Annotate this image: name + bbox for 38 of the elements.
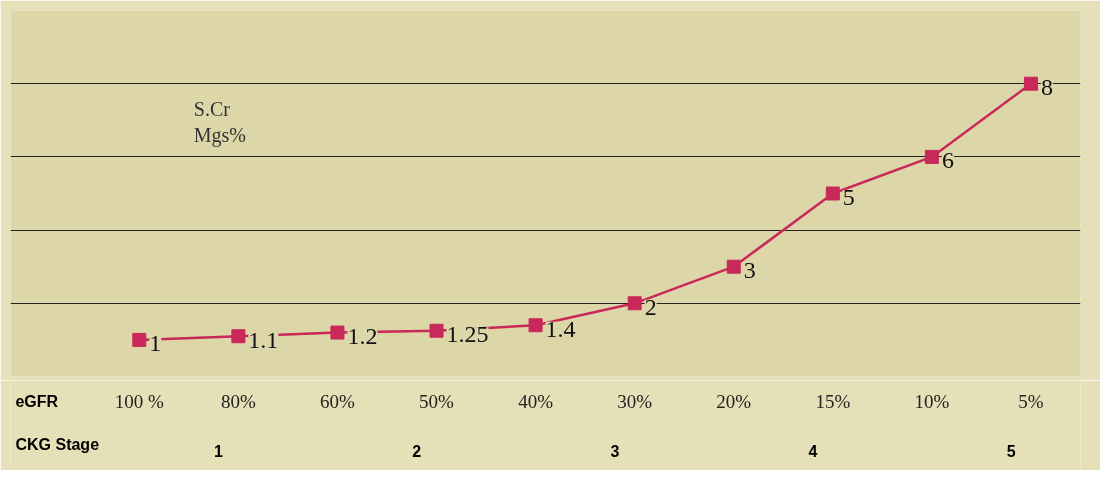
data-label: 1.1: [248, 326, 279, 353]
point: [132, 332, 147, 347]
point: [825, 186, 840, 201]
data-label: 3: [743, 257, 756, 284]
x-tick-label: 15%: [815, 391, 851, 413]
point: [1023, 76, 1038, 91]
data-label: 1.4: [545, 315, 576, 342]
x-tick-label: 40%: [518, 391, 554, 413]
point: [627, 296, 642, 311]
point: [924, 149, 939, 164]
point: [429, 323, 444, 338]
text: 3: [610, 443, 620, 461]
text: 5: [1006, 443, 1016, 461]
data-label: 1.2: [347, 323, 378, 350]
x-tick-label: 20%: [716, 391, 752, 413]
data-label: 8: [1040, 74, 1053, 101]
text: CKG Stage: [15, 436, 100, 454]
point: [330, 325, 345, 340]
point: [528, 318, 543, 333]
x-tick-label: 30%: [617, 391, 653, 413]
data-label: 6: [941, 147, 954, 174]
point: [726, 259, 741, 274]
data-label: 1: [149, 330, 162, 357]
text: 1: [214, 443, 224, 461]
text: 4: [808, 443, 818, 461]
data-label: 1.25: [446, 321, 489, 348]
x-tick-label: 10%: [914, 391, 950, 413]
data-label: 5: [842, 184, 855, 210]
text: 2: [412, 443, 422, 461]
x-tick-label: 5%: [1018, 391, 1044, 413]
x-tick-label: 100 %: [114, 391, 165, 413]
x-tick-label: 60%: [320, 391, 356, 413]
data-label: 2: [644, 293, 657, 320]
y-axis-title: S.Cr Mgs%: [193, 97, 247, 147]
x-tick-label: 50%: [419, 391, 455, 413]
x-tick-label: 80%: [220, 391, 256, 413]
point: [231, 329, 246, 344]
x-axis-title: eGFR: [15, 393, 59, 411]
